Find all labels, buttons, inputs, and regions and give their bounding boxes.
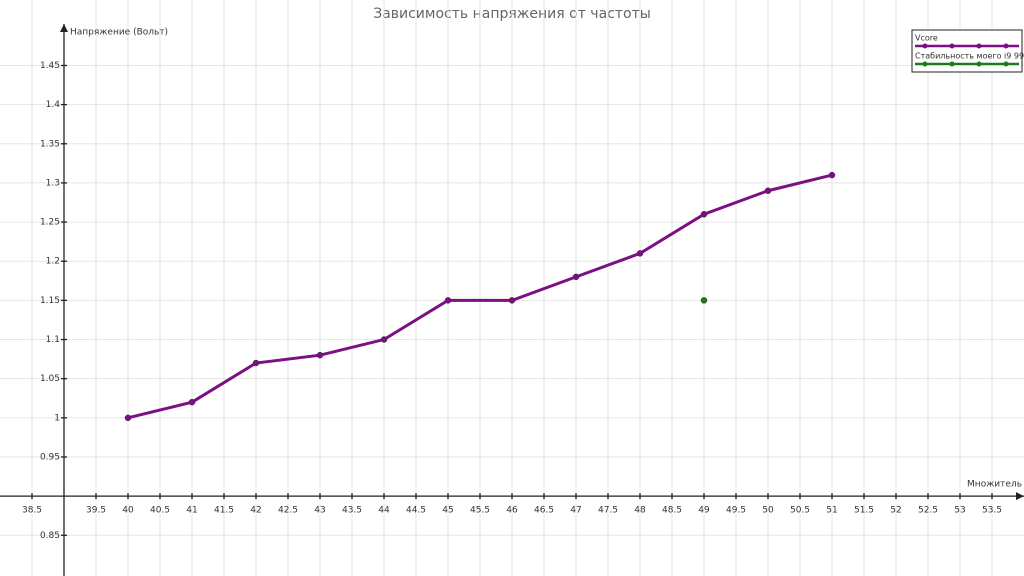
data-point <box>444 297 452 304</box>
x-tick-label: 44.5 <box>406 506 426 516</box>
x-tick-label: 53.5 <box>982 506 1002 516</box>
y-tick-label: 1.1 <box>46 335 60 345</box>
legend-marker <box>922 61 928 67</box>
x-tick-label: 53 <box>954 506 965 516</box>
x-tick-label: 38.5 <box>22 506 42 516</box>
y-tick-label: 1 <box>54 413 60 423</box>
data-point <box>764 187 772 194</box>
x-tick-label: 51 <box>826 506 837 516</box>
x-tick-label: 50 <box>762 506 774 516</box>
y-axis-arrow <box>60 24 68 32</box>
x-tick-label: 44 <box>378 506 390 516</box>
y-tick-label: 0.95 <box>40 452 60 462</box>
data-point <box>572 273 580 281</box>
x-tick-label: 47 <box>570 506 581 516</box>
legend-label: Vcore <box>915 34 938 43</box>
data-point <box>188 398 196 406</box>
x-tick-label: 52 <box>890 506 901 516</box>
data-point <box>316 351 324 359</box>
y-axis-label: Напряжение (Вольт) <box>70 28 168 38</box>
data-point <box>508 297 516 304</box>
x-tick-label: 42.5 <box>278 506 298 516</box>
x-axis-label: Множитель <box>967 480 1022 490</box>
x-tick-label: 49.5 <box>726 506 746 516</box>
legend-marker <box>976 61 982 67</box>
y-tick-label: 0.85 <box>40 531 60 541</box>
data-point <box>252 359 260 367</box>
x-tick-label: 52.5 <box>918 506 938 516</box>
x-tick-label: 49 <box>698 506 710 516</box>
legend-marker <box>1003 43 1009 49</box>
x-tick-label: 41.5 <box>214 506 234 516</box>
y-tick-label: 1.25 <box>40 218 60 228</box>
x-tick-label: 39.5 <box>86 506 106 516</box>
y-tick-label: 1.2 <box>46 257 60 267</box>
x-tick-label: 47.5 <box>598 506 618 516</box>
x-tick-label: 43.5 <box>342 506 362 516</box>
legend-marker <box>976 43 982 49</box>
y-tick-label: 1.4 <box>46 100 61 110</box>
y-tick-label: 1.35 <box>40 139 60 149</box>
x-tick-label: 40.5 <box>150 506 170 516</box>
data-point <box>636 250 644 257</box>
x-tick-label: 51.5 <box>854 506 874 516</box>
x-tick-label: 48 <box>634 506 646 516</box>
x-tick-label: 46.5 <box>534 506 554 516</box>
data-point <box>700 297 708 304</box>
series-line <box>127 173 833 420</box>
data-point <box>124 414 132 422</box>
legend-marker <box>949 61 955 67</box>
data-point <box>700 210 708 218</box>
legend-label: Стабильность моего i9 9900k <box>915 52 1024 61</box>
x-tick-label: 48.5 <box>662 506 682 516</box>
x-tick-label: 46 <box>506 506 518 516</box>
x-axis-arrow <box>1016 492 1024 501</box>
x-tick-label: 45 <box>442 506 453 516</box>
y-tick-label: 1.05 <box>40 374 60 384</box>
legend-marker <box>1003 61 1009 67</box>
y-tick-label: 1.15 <box>40 296 60 306</box>
x-tick-label: 43 <box>314 506 325 516</box>
x-tick-label: 42 <box>250 506 261 516</box>
x-tick-label: 45.5 <box>470 506 490 516</box>
legend-marker <box>949 43 955 49</box>
y-tick-label: 1.45 <box>40 61 60 71</box>
data-point <box>380 336 388 343</box>
x-tick-label: 50.5 <box>790 506 810 516</box>
data-point <box>828 171 836 179</box>
legend-marker <box>922 43 928 49</box>
x-tick-label: 41 <box>186 506 197 516</box>
legend: Vcore Стабильность моего i9 9900k <box>911 29 1024 73</box>
y-tick-label: 1.3 <box>46 178 60 188</box>
x-tick-label: 40 <box>122 506 134 516</box>
